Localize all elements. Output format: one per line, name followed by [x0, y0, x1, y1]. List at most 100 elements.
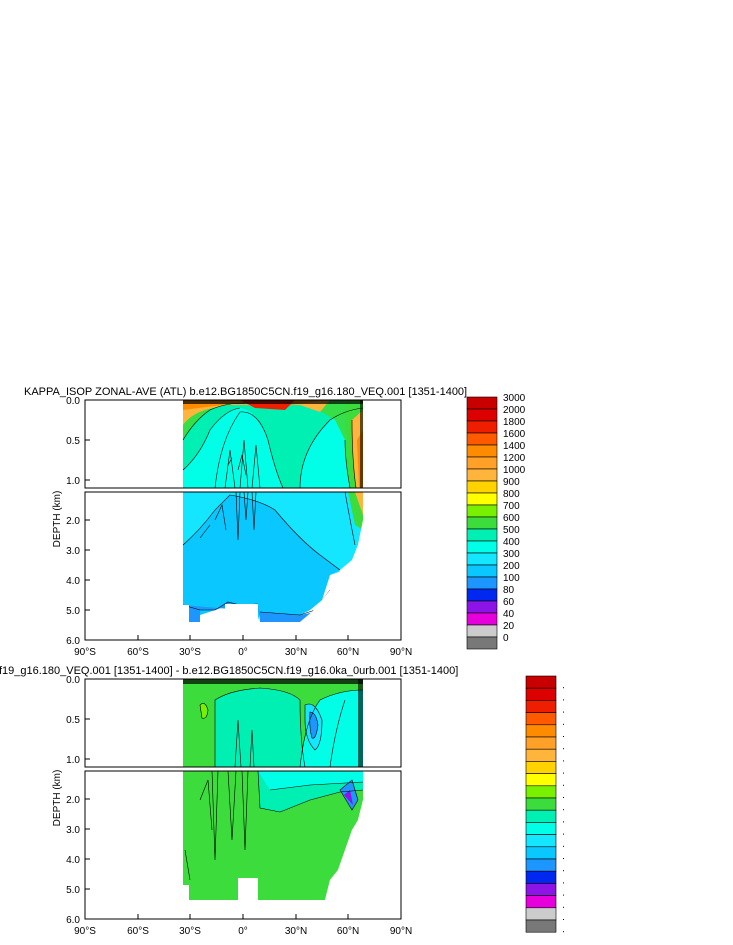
colorbar-swatch: [466, 480, 498, 494]
ytick: 3.0: [66, 546, 80, 557]
colorbar-dot: [563, 736, 564, 737]
colorbar-swatch: [525, 736, 557, 750]
ytick: 1.0: [66, 755, 80, 766]
colorbar-swatch: [525, 834, 557, 848]
colorbar-dot: [563, 833, 564, 835]
ytick: 0.0: [66, 675, 80, 686]
xtick: 60°N: [337, 926, 359, 937]
colorbar-label: 700: [503, 501, 520, 512]
colorbar-label: 300: [503, 549, 520, 560]
colorbar-swatch: [466, 504, 498, 518]
colorbar-label: 1200: [503, 453, 526, 464]
ytick: 0.0: [66, 396, 80, 407]
colorbar-dot: [563, 882, 564, 884]
colorbar-dot: [563, 784, 564, 786]
colorbar-label: 1800: [503, 417, 526, 428]
colorbar-dot: [563, 760, 564, 762]
panel-1-tickmarks: [85, 439, 349, 640]
colorbar-swatch: [525, 797, 557, 811]
colorbar-swatch: [525, 748, 557, 762]
colorbar-swatch: [466, 588, 498, 602]
xtick: 90°S: [74, 647, 96, 658]
xtick: 30°S: [179, 926, 201, 937]
colorbar-label: 200: [503, 561, 520, 572]
colorbar-swatch: [525, 785, 557, 799]
colorbar-label: 100: [503, 573, 520, 584]
colorbar-swatch: [466, 396, 498, 410]
colorbar-label: 600: [503, 513, 520, 524]
panel-2: b.e12.BG1850C5CN.f19_g16.180_VEQ.001 [13…: [0, 665, 564, 937]
colorbar-dot: [563, 809, 564, 811]
colorbar-swatch: [466, 552, 498, 566]
xtick: 30°N: [285, 926, 307, 937]
colorbar-dot: [563, 858, 564, 859]
colorbar-swatch: [525, 809, 557, 823]
xtick: 60°N: [337, 647, 359, 658]
ytick: 2.0: [66, 795, 80, 806]
colorbar-swatch: [525, 712, 557, 726]
ytick: 6.0: [66, 636, 80, 647]
panel-2-yticks: 0.0 0.5 1.0 2.0 3.0 4.0 5.0 6.0: [66, 675, 80, 926]
panel-1-ylabel: DEPTH (km): [52, 491, 63, 548]
colorbar-label: 2000: [503, 405, 526, 416]
xtick: 60°S: [127, 926, 149, 937]
colorbar-dot: [563, 687, 564, 689]
ytick: 5.0: [66, 606, 80, 617]
colorbar-swatch: [466, 528, 498, 542]
colorbar-swatch: [525, 761, 557, 774]
colorbar-label: 500: [503, 525, 520, 536]
colorbar-swatch: [525, 687, 557, 701]
xtick: 30°S: [179, 647, 201, 658]
ytick: 1.0: [66, 476, 80, 487]
colorbar-dot: [563, 931, 564, 933]
colorbar-swatch: [466, 408, 498, 422]
panel-1: KAPPA_ISOP ZONAL-AVE (ATL) b.e12.BG1850C…: [24, 386, 526, 658]
colorbar-label: 1600: [503, 429, 526, 440]
panel-2-title: b.e12.BG1850C5CN.f19_g16.180_VEQ.001 [13…: [0, 665, 458, 677]
panel-1-upper-field: [182, 400, 364, 488]
colorbar-swatch: [466, 576, 498, 590]
colorbar-dot: [563, 772, 564, 774]
panel-2-upper-frame: [84, 678, 402, 768]
colorbar-swatch: [525, 675, 557, 689]
colorbar-dot: [563, 894, 564, 896]
colorbar-label: 800: [503, 489, 520, 500]
colorbar-swatch: [525, 907, 557, 921]
colorbar-swatch: [466, 444, 498, 458]
ytick: 5.0: [66, 885, 80, 896]
xtick: 90°S: [74, 926, 96, 937]
xtick: 90°N: [390, 926, 412, 937]
colorbar-dot: [563, 906, 564, 908]
colorbar-swatch: [466, 516, 498, 530]
panel-2-tickmarks: [85, 718, 349, 919]
colorbar-swatch: [466, 612, 498, 626]
colorbar-swatch: [525, 773, 557, 787]
colorbar-swatch: [525, 822, 557, 835]
colorbar-dot: [563, 797, 564, 798]
colorbar-swatch: [466, 564, 498, 578]
colorbar-label: 20: [503, 621, 515, 632]
ytick: 0.5: [66, 715, 80, 726]
panel-2-xticks: 90°S 60°S 30°S 0° 30°N 60°N 90°N: [74, 926, 412, 937]
ytick: 0.5: [66, 436, 80, 447]
colorbar-label: 900: [503, 477, 520, 488]
colorbar-label: 0: [503, 633, 509, 644]
xtick: 0°: [238, 926, 248, 937]
colorbar-label: 1400: [503, 441, 526, 452]
colorbar-dot: [563, 748, 564, 750]
colorbar-label: 400: [503, 537, 520, 548]
colorbar-dot: [563, 919, 564, 920]
colorbar-swatch: [525, 700, 557, 713]
colorbar-dot: [563, 845, 564, 847]
colorbar-label: 40: [503, 609, 515, 620]
colorbar-swatch: [525, 870, 557, 884]
colorbar-swatch: [525, 919, 557, 933]
ytick: 2.0: [66, 516, 80, 527]
colorbar-dot: [563, 711, 564, 713]
panel-1-lower-field: [182, 492, 383, 640]
colorbar-swatch: [525, 883, 557, 896]
panel-1-yticks: 0.0 0.5 1.0 2.0 3.0 4.0 5.0 6.0: [66, 396, 80, 647]
colorbar-swatch: [466, 600, 498, 614]
colorbar-dot: [563, 723, 564, 725]
